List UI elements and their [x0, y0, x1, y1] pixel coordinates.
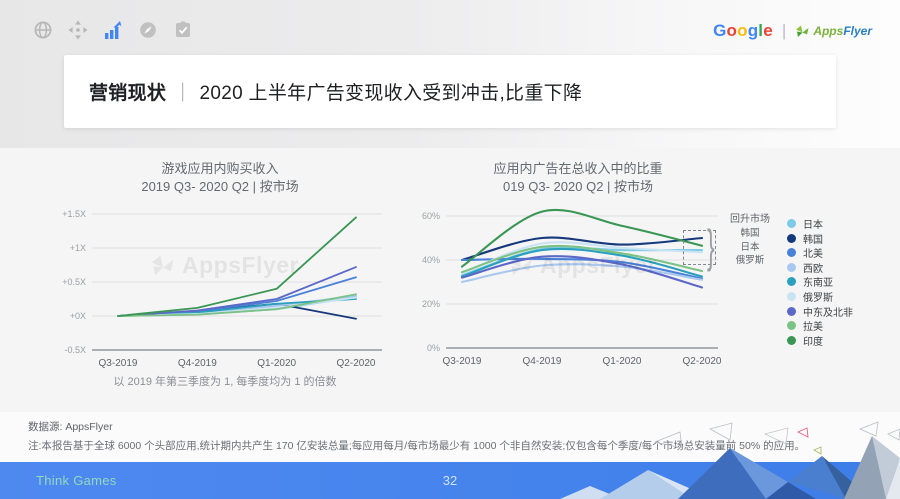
svg-text:Q1-2020: Q1-2020 [603, 356, 642, 367]
svg-text:+0X: +0X [70, 311, 86, 321]
legend-swatch [787, 291, 796, 301]
svg-text:-0.5X: -0.5X [64, 345, 86, 355]
page-title-text: 2020 上半年广告变现收入受到冲击,比重下降 [199, 83, 583, 104]
legend-swatch [787, 248, 796, 258]
appsflyer-logo-apps: Apps [813, 24, 844, 38]
bar-chart-icon[interactable] [103, 20, 123, 40]
svg-text:Q3-2019: Q3-2019 [443, 356, 482, 367]
data-source-note: 数据源: AppsFlyer [28, 421, 113, 433]
left-chart-title-line1: 游戏应用内购买收入 [161, 161, 279, 176]
notes-band [0, 412, 900, 462]
legend-label: 印度 [803, 336, 823, 348]
footer-brand: Think Games [36, 473, 117, 488]
appsflyer-logo-flyer: Flyer [843, 24, 872, 38]
legend-swatch [787, 233, 796, 243]
svg-text:+0.5X: +0.5X [62, 277, 86, 287]
svg-text:20%: 20% [422, 299, 440, 309]
footnotes: 数据源: AppsFlyer 注:本报告基于全球 6000 个头部应用,统计期内… [28, 419, 890, 453]
methodology-note: 注:本报告基于全球 6000 个头部应用,统计期内共产生 170 亿安装总量;每… [28, 440, 806, 452]
page-title-topic: 营销现状 [89, 83, 167, 104]
google-logo: Google [713, 21, 773, 40]
svg-text:+1.5X: +1.5X [62, 209, 86, 219]
left-chart-footnote: 以 2019 年第三季度为 1, 每季度均为 1 的倍数 [113, 376, 337, 388]
left-chart-title: 游戏应用内购买收入 2019 Q3- 2020 Q2 | 按市场 [58, 160, 382, 195]
page-title: 营销现状 ｜ 2020 上半年广告变现收入受到冲击,比重下降 [89, 78, 582, 105]
legend-item: 中东及北非 [787, 306, 853, 319]
legend-item: 拉美 [787, 321, 853, 334]
svg-text:0%: 0% [427, 343, 440, 353]
svg-text:+1X: +1X [70, 243, 86, 253]
compass-icon[interactable] [138, 20, 158, 40]
title-card: 营销现状 ｜ 2020 上半年广告变现收入受到冲击,比重下降 [64, 55, 836, 128]
move-icon[interactable] [68, 20, 88, 40]
legend-item: 俄罗斯 [787, 291, 853, 304]
legend-swatch [787, 321, 796, 331]
legend-label: 西欧 [803, 263, 823, 275]
right-chart-title: 应用内广告在总收入中的比重 019 Q3- 2020 Q2 | 按市场 [420, 160, 736, 195]
page-title-separator: ｜ [173, 83, 193, 104]
right-chart-title-line1: 应用内广告在总收入中的比重 [493, 161, 663, 176]
legend-swatch [787, 335, 796, 345]
svg-text:Q2-2020: Q2-2020 [337, 358, 376, 369]
chart-legend: 日本韩国北美西欧东南亚俄罗斯中东及北非拉美印度 [787, 219, 853, 348]
svg-text:Q2-2020: Q2-2020 [683, 356, 722, 367]
legend-item: 印度 [787, 335, 853, 348]
legend-item: 日本 [787, 219, 853, 231]
right-chart-title-line2: 019 Q3- 2020 Q2 | 按市场 [502, 178, 654, 194]
legend-label: 日本 [803, 220, 823, 231]
footer-polygon-art [560, 421, 900, 499]
ad-share-line-chart: 60% 40% 20% 0%Q3-2019 Q4-2019 Q1-2020 Q2-2020 [422, 208, 722, 367]
legend-swatch [787, 277, 796, 287]
legend-swatch [787, 306, 796, 316]
legend-label: 韩国 [803, 234, 823, 246]
legend-item: 东南亚 [787, 277, 853, 290]
globe-icon[interactable] [33, 20, 53, 40]
toolbar [33, 20, 193, 40]
legend-label: 俄罗斯 [803, 292, 833, 304]
svg-text:Q4-2019: Q4-2019 [178, 358, 217, 369]
legend-swatch [787, 262, 796, 272]
svg-text:Q4-2019: Q4-2019 [523, 356, 562, 367]
iap-revenue-line-chart: +1.5X +1X +0.5X +0X -0.5X Q3-2019 Q4-2019 Q1-20… [62, 209, 382, 369]
legend-label: 北美 [803, 249, 823, 261]
svg-text:Q1-2020: Q1-2020 [257, 358, 296, 369]
left-chart-title-line2: 2019 Q3- 2020 Q2 | 按市场 [141, 178, 299, 194]
svg-text:Q3-2019: Q3-2019 [99, 358, 138, 369]
legend-item: 北美 [787, 248, 853, 261]
appsflyer-logo: AppsFlyer [795, 24, 872, 39]
brand-logos: Google | AppsFlyer [713, 21, 872, 41]
svg-text:40%: 40% [422, 255, 440, 265]
legend-swatch [787, 219, 796, 228]
logo-divider: | [781, 21, 787, 40]
page-number: 32 [442, 473, 458, 488]
legend-label: 东南亚 [803, 278, 833, 290]
legend-item: 韩国 [787, 233, 853, 246]
legend-label: 拉美 [803, 322, 823, 334]
appsflyer-leaf-icon [796, 25, 809, 37]
legend-label: 中东及北非 [803, 307, 853, 319]
content-band [0, 148, 900, 412]
legend-item: 西欧 [787, 262, 853, 275]
tasks-icon[interactable] [173, 20, 193, 40]
svg-text:60%: 60% [422, 211, 440, 221]
